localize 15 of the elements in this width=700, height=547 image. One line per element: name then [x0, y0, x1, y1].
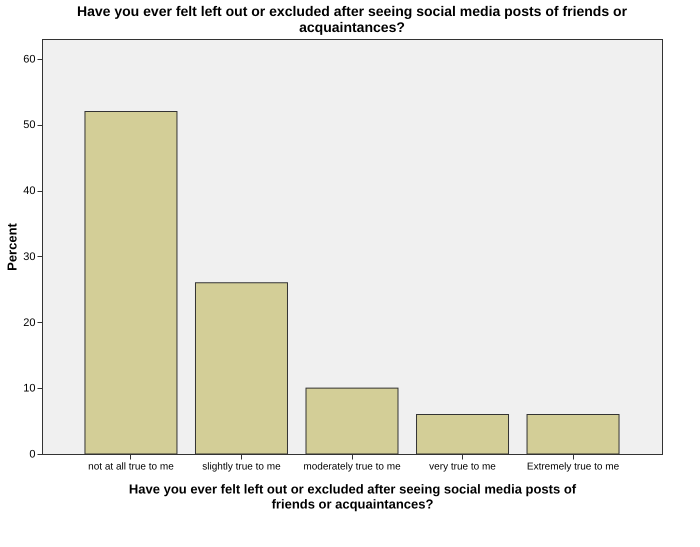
x-tick-label: very true to me [429, 462, 496, 472]
x-tick-label: not at all true to me [88, 462, 174, 472]
y-tick-label: 40 [23, 185, 36, 198]
y-tick-label: 20 [23, 316, 36, 329]
x-tick-label: slightly true to me [202, 462, 282, 472]
y-tick-label: 30 [23, 250, 36, 263]
chart-title: Have you ever felt left out or excluded after seeing social media posts of friends or acquaintances? [76, 3, 628, 35]
y-tick-label: 0 [29, 448, 36, 460]
x-tick-label: moderately true to me [303, 462, 402, 472]
y-axis-title: Percent [4, 222, 20, 271]
y-tick-label: 60 [23, 53, 36, 66]
y-tick-label: 10 [23, 382, 36, 395]
y-tick-label: 50 [23, 119, 36, 132]
x-axis-title: Have you ever felt left out or excluded after seeing social media posts of friends or acquaintances? [128, 482, 577, 512]
x-tick-label: Extremely true to me [526, 462, 620, 472]
